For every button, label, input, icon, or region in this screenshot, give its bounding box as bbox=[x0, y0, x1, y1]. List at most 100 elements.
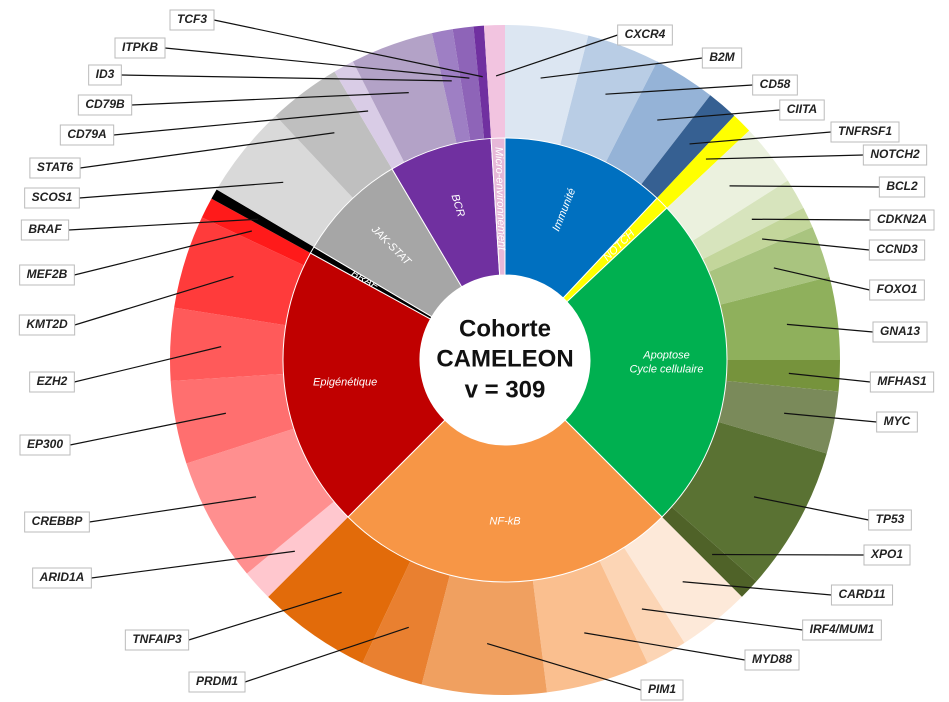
gene-label-box bbox=[752, 74, 798, 96]
gene-label: ITPKB bbox=[122, 40, 158, 54]
gene-label: TNFRSF1 bbox=[838, 124, 892, 138]
gene-label-box bbox=[701, 47, 743, 69]
group-label: Cycle cellulaire bbox=[629, 363, 703, 375]
gene-segment bbox=[421, 575, 547, 695]
leader-line bbox=[244, 626, 409, 683]
gene-label: CIITA bbox=[787, 102, 817, 116]
leader-line bbox=[80, 132, 335, 169]
gene-label-box bbox=[169, 9, 215, 31]
gene-label: CREBBP bbox=[32, 514, 84, 528]
gene-label: XPO1 bbox=[870, 547, 903, 561]
gene-label: SCOS1 bbox=[32, 190, 73, 204]
gene-segment bbox=[186, 428, 334, 574]
leader-line bbox=[68, 218, 259, 231]
gene-segment bbox=[671, 421, 827, 582]
gene-label: B2M bbox=[709, 50, 735, 64]
leader-line bbox=[705, 154, 864, 160]
gene-segment bbox=[605, 61, 711, 185]
gene-segment bbox=[174, 217, 305, 326]
gene-label-box bbox=[77, 94, 133, 116]
center-hole bbox=[420, 275, 590, 445]
gene-segment bbox=[473, 25, 492, 139]
leader-line bbox=[495, 34, 618, 77]
leader-line bbox=[131, 92, 409, 106]
gene-segment bbox=[268, 516, 411, 664]
group-label: NF-kB bbox=[489, 515, 520, 527]
chart-title: Cohorte bbox=[459, 315, 551, 342]
gene-label: NOTCH2 bbox=[870, 147, 920, 161]
gene-segment bbox=[532, 560, 648, 693]
gene-segment bbox=[599, 547, 685, 664]
gene-segment bbox=[702, 207, 813, 272]
gene-label-box bbox=[779, 99, 825, 121]
gene-segment bbox=[246, 501, 349, 597]
gene-segment bbox=[623, 516, 742, 643]
leader-line bbox=[584, 632, 746, 661]
gene-label: ID3 bbox=[96, 67, 115, 81]
gene-label: PRDM1 bbox=[196, 674, 238, 688]
leader-line bbox=[657, 109, 780, 121]
gene-segment bbox=[692, 180, 804, 260]
leader-line bbox=[113, 110, 369, 136]
leader-line bbox=[486, 643, 642, 691]
gene-label-box bbox=[24, 511, 90, 533]
gene-label: CD58 bbox=[760, 77, 791, 91]
gene-segment bbox=[334, 61, 405, 169]
gene-segment bbox=[720, 276, 840, 360]
gene-label: TP53 bbox=[876, 512, 905, 526]
gene-label: CDKN2A bbox=[877, 212, 927, 226]
gene-label-box bbox=[20, 219, 70, 241]
leader-line bbox=[751, 218, 870, 221]
gene-label: CARD11 bbox=[838, 587, 885, 601]
gene-label: TNFAIP3 bbox=[132, 632, 182, 646]
leader-line bbox=[89, 496, 257, 523]
leader-line bbox=[213, 19, 483, 78]
gene-segment bbox=[362, 560, 450, 685]
leader-line bbox=[641, 608, 803, 631]
gene-label-box bbox=[617, 24, 673, 46]
leader-line bbox=[784, 412, 877, 423]
gene-label-box bbox=[24, 187, 80, 209]
gene-segment bbox=[641, 95, 735, 199]
leader-line bbox=[79, 181, 284, 199]
group-label: Apoptose bbox=[642, 349, 689, 361]
gene-segment bbox=[275, 71, 392, 199]
gene-segment bbox=[483, 25, 505, 139]
gene-label: ARID1A bbox=[39, 570, 85, 584]
gene-label-box bbox=[876, 411, 918, 433]
gene-label-box bbox=[869, 209, 935, 231]
gene-label: FOXO1 bbox=[877, 282, 918, 296]
group-label: Micro-environnement bbox=[492, 147, 507, 252]
gene-segment bbox=[216, 115, 354, 247]
gene-label-box bbox=[862, 144, 928, 166]
gene-label: STAT6 bbox=[37, 160, 74, 174]
gene-segment bbox=[211, 189, 314, 254]
gene-label-box bbox=[868, 509, 912, 531]
leader-line bbox=[74, 275, 234, 326]
gene-segment bbox=[170, 373, 294, 464]
leader-line bbox=[91, 550, 295, 579]
gene-label: CD79A bbox=[67, 127, 106, 141]
leader-line bbox=[753, 496, 869, 521]
leader-line bbox=[762, 238, 870, 251]
leader-line bbox=[773, 267, 870, 291]
gene-segment bbox=[452, 26, 485, 141]
gene-labels: B2M CD58 CIITA TNFRSF1 NOTCH2 BCL2 CDKN2A CCND3… bbox=[18, 9, 935, 701]
leader-line bbox=[121, 74, 452, 82]
gene-label-box bbox=[32, 567, 92, 589]
gene-label-box bbox=[124, 629, 190, 651]
gene-label-box bbox=[863, 544, 911, 566]
chart-title: v = 309 bbox=[465, 376, 546, 403]
gene-label-box bbox=[29, 371, 75, 393]
gene-segment bbox=[201, 198, 311, 266]
gene-label: GNA13 bbox=[880, 324, 920, 338]
gene-label: MYC bbox=[884, 414, 911, 428]
leader-line bbox=[605, 84, 753, 95]
gene-label-box bbox=[19, 264, 75, 286]
gene-label: MFHAS1 bbox=[877, 374, 927, 388]
gene-label-box bbox=[114, 37, 166, 59]
gene-label-box bbox=[869, 371, 935, 393]
gene-label-box bbox=[830, 121, 900, 143]
gene-label-box bbox=[744, 649, 800, 671]
